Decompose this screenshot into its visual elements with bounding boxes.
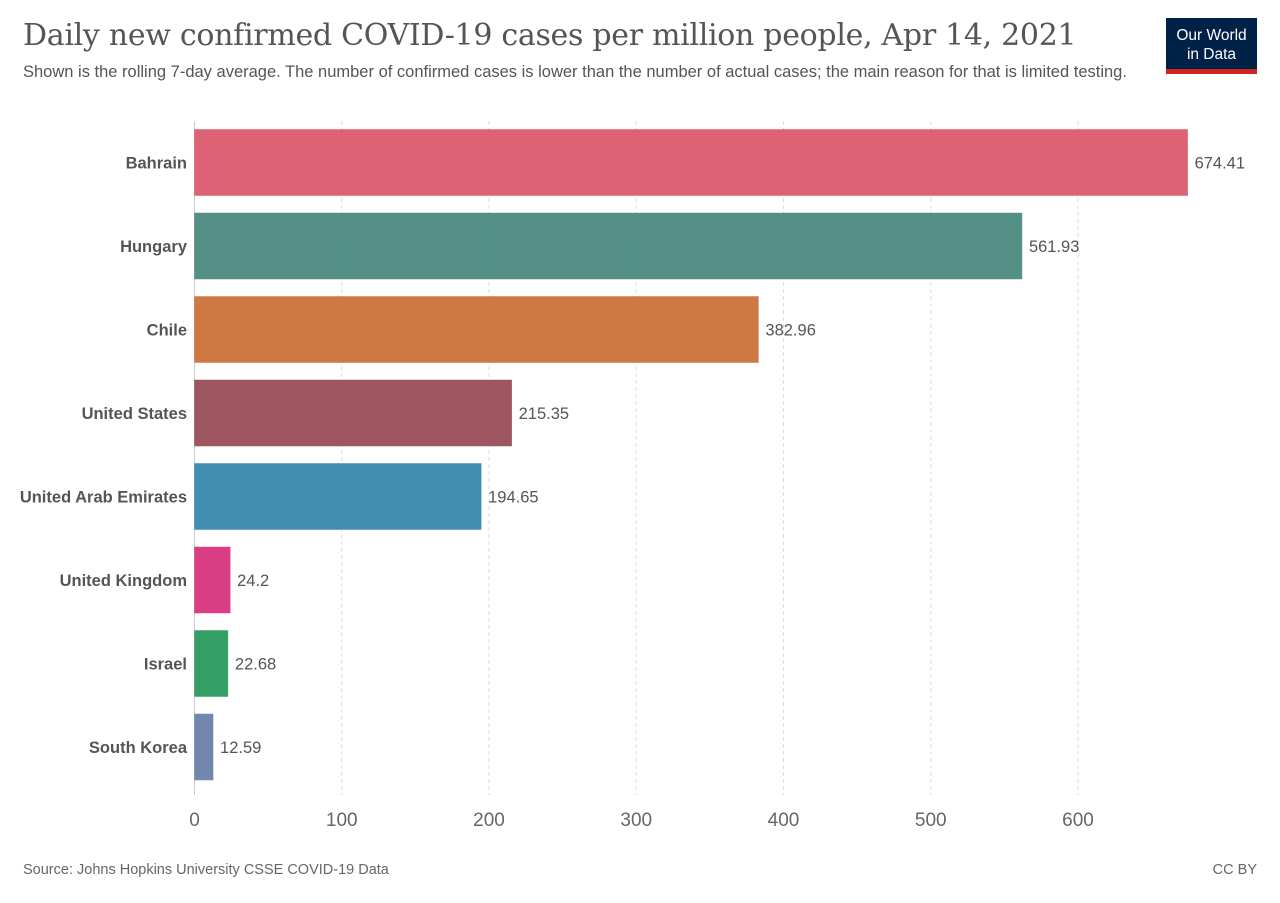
value-label-south-korea: 12.59: [220, 739, 261, 757]
license-link[interactable]: CC BY: [1212, 862, 1257, 878]
category-label-united-arab-emirates[interactable]: United Arab Emirates: [20, 489, 187, 507]
value-label-united-kingdom: 24.2: [237, 572, 269, 590]
value-label-israel: 22.68: [235, 656, 276, 674]
value-label-united-states: 215.35: [519, 405, 569, 423]
category-label-united-states[interactable]: United States: [82, 405, 187, 423]
value-label-bahrain: 674.41: [1195, 155, 1245, 173]
bar-south-korea[interactable]: [194, 713, 214, 781]
x-tick-label-300: 300: [620, 810, 652, 831]
chart-title: Daily new confirmed COVID-19 cases per m…: [23, 18, 1077, 53]
x-tick-label-100: 100: [326, 810, 358, 831]
category-label-south-korea[interactable]: South Korea: [89, 739, 188, 757]
category-label-united-kingdom[interactable]: United Kingdom: [60, 572, 187, 590]
category-label-hungary[interactable]: Hungary: [120, 238, 188, 256]
category-label-israel[interactable]: Israel: [144, 656, 187, 674]
category-label-chile[interactable]: Chile: [147, 322, 187, 340]
bar-hungary[interactable]: [194, 212, 1023, 280]
x-tick-label-500: 500: [915, 810, 947, 831]
bar-united-kingdom[interactable]: [194, 546, 231, 614]
x-tick-label-400: 400: [768, 810, 800, 831]
value-label-united-arab-emirates: 194.65: [488, 489, 538, 507]
logo-line-1: Our World: [1176, 27, 1247, 44]
bar-united-states[interactable]: [194, 379, 512, 447]
x-tick-label-200: 200: [473, 810, 505, 831]
value-label-chile: 382.96: [765, 322, 815, 340]
category-label-bahrain[interactable]: Bahrain: [126, 155, 187, 173]
x-tick-label-0: 0: [189, 810, 200, 831]
x-tick-label-600: 600: [1062, 810, 1094, 831]
value-label-hungary: 561.93: [1029, 238, 1079, 256]
bar-bahrain[interactable]: [194, 129, 1188, 196]
chart-subtitle: Shown is the rolling 7-day average. The …: [23, 63, 1127, 81]
bar-chile[interactable]: [194, 296, 759, 363]
bar-united-arab-emirates[interactable]: [194, 463, 482, 530]
owid-logo[interactable]: Our World in Data: [1166, 18, 1257, 74]
logo-line-2: in Data: [1186, 46, 1237, 63]
bar-israel[interactable]: [194, 630, 229, 697]
source-note[interactable]: Source: Johns Hopkins University CSSE CO…: [23, 862, 389, 878]
